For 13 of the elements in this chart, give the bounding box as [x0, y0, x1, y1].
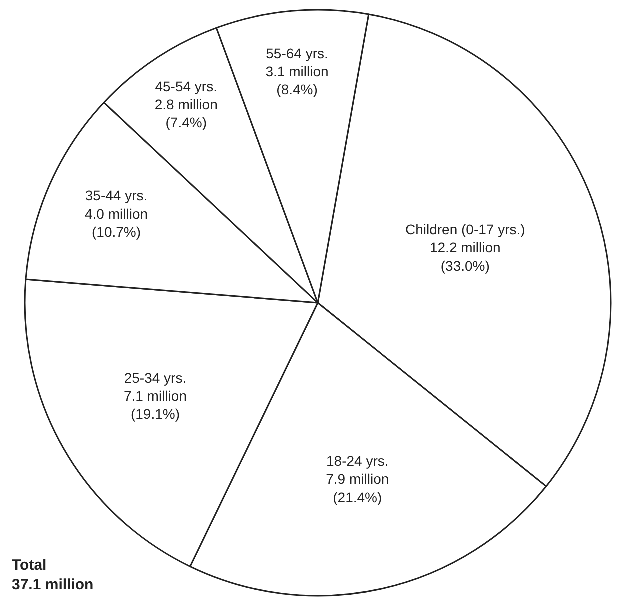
data-label: 7.1 million (19.1%) — [124, 388, 187, 422]
slice-label: 18-24 yrs. — [326, 452, 389, 469]
slice-label: 55-64 yrs. — [266, 45, 328, 62]
text: Total 37.1 million — [12, 557, 94, 594]
data-label: 3.1 million (8.4%) — [266, 64, 329, 98]
slice-label: 45-54 yrs. — [155, 78, 218, 94]
slice-label: Children (0-17 yrs.) — [405, 221, 526, 238]
data-label: 7.9 million (21.4%) — [326, 471, 390, 506]
data-label: 2.8 million (7.4%) — [154, 96, 218, 131]
slice-label: 35-44 yrs. — [85, 188, 148, 204]
slice-label: 25-34 yrs. — [124, 370, 187, 386]
data-label: 12.2 million (33.0%) — [430, 240, 501, 274]
data-label: 4.0 million (10.7%) — [84, 206, 148, 240]
